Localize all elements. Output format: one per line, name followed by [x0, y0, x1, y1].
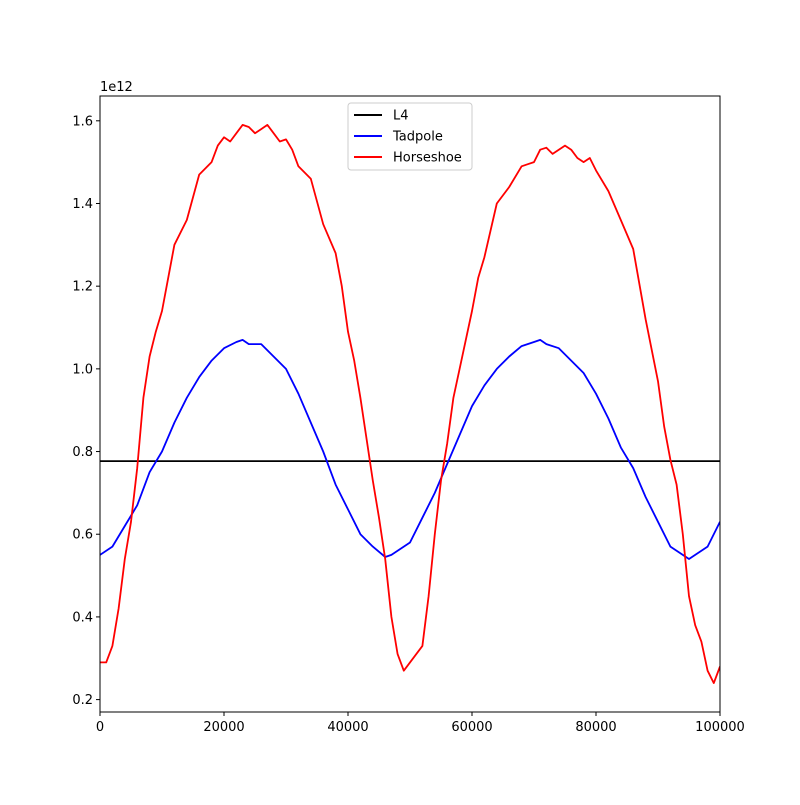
axis-ticks: 0 20000 40000 60000 80000 100000 0.2 0.4 0.6 0.8 1…	[72, 114, 745, 735]
y-tick-label: 0.8	[72, 445, 93, 460]
x-tick-label: 100000	[695, 720, 745, 735]
series-line-horseshoe	[100, 124, 720, 684]
y-tick-label: 0.6	[72, 528, 93, 543]
legend-label-l4: L4	[393, 109, 409, 124]
x-tick-label: 40000	[327, 720, 368, 735]
legend-label-tadpole: Tadpole	[392, 130, 443, 145]
legend-box	[347, 102, 473, 171]
x-tick-label: 80000	[575, 720, 616, 735]
y-tick-label: 1.2	[72, 280, 93, 295]
y-tick-label: 0.4	[72, 610, 93, 625]
plot-area	[100, 124, 720, 684]
y-tick-label: 1.0	[72, 362, 93, 377]
x-tick-label: 20000	[203, 720, 244, 735]
x-tick-label: 0	[96, 720, 104, 735]
y-tick-label: 1.6	[72, 114, 93, 129]
axes-frame	[99, 95, 721, 713]
y-tick-label: 1.4	[72, 197, 93, 212]
y-tick-label: 0.2	[72, 693, 93, 708]
series-line-tadpole	[100, 338, 720, 560]
legend: L4 Tadpole Horseshoe	[347, 102, 473, 171]
y-offset-label: 1e12	[100, 80, 133, 95]
x-tick-label: 60000	[451, 720, 492, 735]
legend-label-horseshoe: Horseshoe	[393, 151, 462, 166]
